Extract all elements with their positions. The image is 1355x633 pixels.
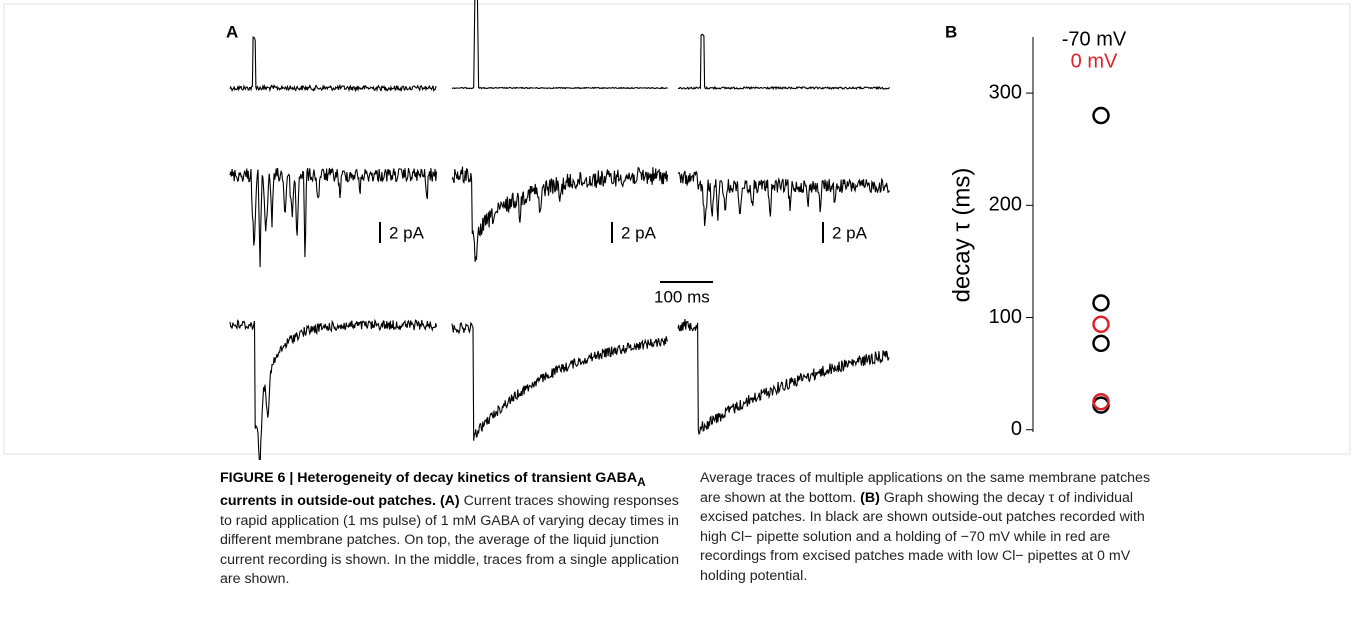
trace — [229, 167, 438, 268]
caption-label: (B) — [860, 489, 880, 506]
y-tick-label: 100 — [989, 306, 1022, 328]
scale-label: 2 pA — [621, 223, 657, 242]
caption-title-text: currents in outside-out patches. — [220, 493, 436, 510]
caption-title-text: FIGURE 6 | Heterogeneity of decay kineti… — [220, 470, 638, 486]
y-axis-label: decay τ (ms) — [948, 168, 975, 303]
trace — [451, 321, 669, 441]
y-tick-label: 300 — [989, 81, 1022, 103]
data-point — [1092, 334, 1110, 353]
panel-label: A — [226, 22, 238, 41]
trace — [229, 318, 438, 460]
caption-subscript: A — [637, 474, 646, 489]
trace — [677, 170, 890, 226]
caption-title: FIGURE 6 | Heterogeneity of decay kineti… — [220, 470, 646, 509]
trace — [451, 0, 668, 90]
trace — [677, 33, 890, 91]
y-tick-label: 200 — [989, 194, 1022, 216]
data-point — [1092, 392, 1110, 411]
figure: A B 2 pA 2 pA 2 pA 100 ms 0 100 200 300 decay τ … — [3, 0, 1351, 460]
y-tick-label: 0 — [1011, 418, 1022, 440]
trace — [451, 166, 669, 262]
trace — [677, 318, 890, 436]
scale-label: 2 pA — [389, 223, 425, 242]
caption-right: Average traces of multiple applications … — [700, 469, 1170, 586]
caption-label: (A) — [439, 493, 460, 510]
caption-text: Current traces showing responses to rapi… — [220, 493, 679, 588]
data-point — [1092, 106, 1110, 125]
caption-text: Graph showing the decay τ of individual … — [700, 489, 1145, 584]
caption-text: Average traces of multiple applications … — [700, 470, 1151, 506]
traces — [229, 0, 890, 460]
panel-label: B — [945, 22, 957, 41]
legend-entry: -70 mV — [1062, 28, 1127, 50]
scale-label: 100 ms — [654, 287, 710, 306]
caption-left: FIGURE 6 | Heterogeneity of decay kineti… — [220, 469, 690, 590]
legend-entry: 0 mV — [1071, 50, 1118, 72]
data-point — [1092, 294, 1110, 312]
figure-frame — [3, 3, 1351, 455]
data-point — [1092, 315, 1110, 334]
scale-label: 2 pA — [832, 223, 868, 242]
trace — [229, 36, 437, 93]
